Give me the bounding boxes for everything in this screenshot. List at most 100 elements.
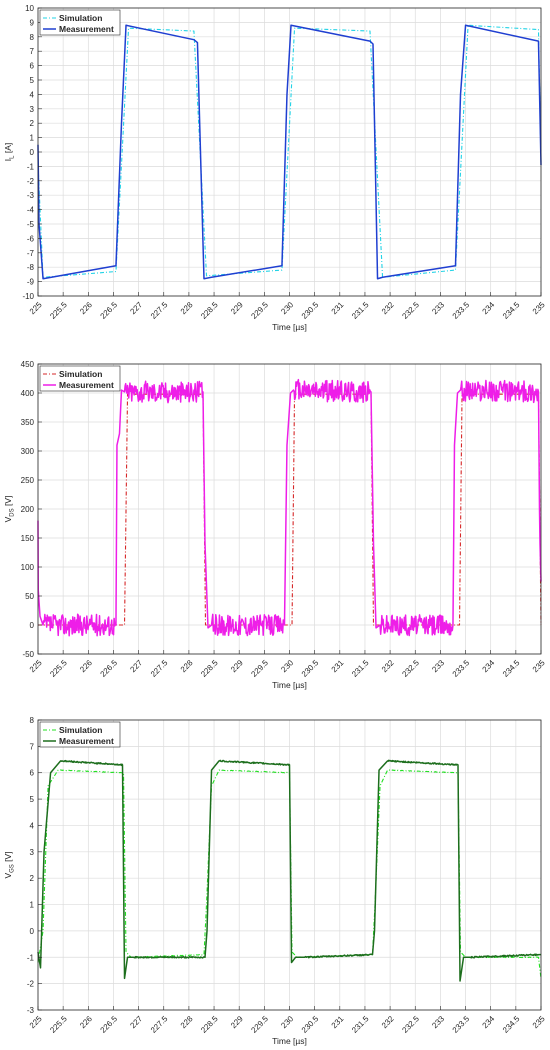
x-tick-label: 231 xyxy=(330,1014,346,1030)
y-tick-label: 8 xyxy=(30,33,35,42)
x-tick-label: 230 xyxy=(279,658,295,674)
y-tick-label: 150 xyxy=(21,534,35,543)
x-tick-label: 229 xyxy=(229,300,245,316)
y-tick-label: -8 xyxy=(27,263,35,272)
legend-label: Measurement xyxy=(59,24,114,34)
x-tick-label: 227.5 xyxy=(149,658,170,679)
y-tick-label: 350 xyxy=(21,418,35,427)
y-axis-label: IL [A] xyxy=(3,143,16,161)
x-tick-label: 229.5 xyxy=(249,658,270,679)
y-tick-label: 400 xyxy=(21,389,35,398)
y-tick-label: 250 xyxy=(21,476,35,485)
y-tick-label: -7 xyxy=(27,249,35,258)
y-tick-label: 5 xyxy=(30,795,35,804)
y-tick-label: 7 xyxy=(30,742,35,751)
legend-label: Simulation xyxy=(59,13,102,23)
y-tick-label: 9 xyxy=(30,18,35,27)
x-tick-label: 232 xyxy=(380,658,396,674)
y-tick-label: 0 xyxy=(30,148,35,157)
legend-label: Simulation xyxy=(59,369,102,379)
y-tick-label: 300 xyxy=(21,447,35,456)
y-tick-label: -6 xyxy=(27,234,35,243)
x-tick-label: 232 xyxy=(380,300,396,316)
y-tick-label: -2 xyxy=(27,177,35,186)
x-tick-label: 231 xyxy=(330,658,346,674)
x-tick-label: 235 xyxy=(531,1014,547,1030)
x-tick-label: 227 xyxy=(128,1014,144,1030)
x-axis-label: Time [µs] xyxy=(272,322,307,332)
x-tick-label: 226 xyxy=(78,658,94,674)
x-tick-label: 233.5 xyxy=(451,658,472,679)
x-tick-label: 233 xyxy=(430,658,446,674)
y-axis-label: VGS [V] xyxy=(3,851,16,878)
x-tick-label: 232.5 xyxy=(400,300,421,321)
x-tick-label: 227.5 xyxy=(149,300,170,321)
y-tick-label: -9 xyxy=(27,278,35,287)
legend-box xyxy=(39,365,121,392)
x-tick-label: 231 xyxy=(330,300,346,316)
y-tick-label: -3 xyxy=(27,1006,35,1015)
x-tick-label: 227.5 xyxy=(149,1014,170,1035)
x-tick-label: 229.5 xyxy=(249,300,270,321)
x-tick-label: 233 xyxy=(430,300,446,316)
x-tick-label: 234 xyxy=(481,1014,497,1030)
x-tick-label: 233.5 xyxy=(451,1014,472,1035)
y-tick-label: -1 xyxy=(27,162,35,171)
y-tick-label: 2 xyxy=(30,119,35,128)
x-tick-label: 228 xyxy=(179,300,195,316)
x-tick-label: 230 xyxy=(279,1014,295,1030)
x-tick-label: 226.5 xyxy=(99,1014,120,1035)
y-tick-label: 4 xyxy=(30,90,35,99)
y-tick-label: -3 xyxy=(27,191,35,200)
x-tick-label: 229 xyxy=(229,658,245,674)
x-tick-label: 234 xyxy=(481,658,497,674)
y-tick-label: 3 xyxy=(30,105,35,114)
y-tick-label: 1 xyxy=(30,134,35,143)
legend-box xyxy=(39,721,121,748)
legend-box xyxy=(39,9,121,36)
x-tick-label: 235 xyxy=(531,658,547,674)
x-tick-label: 229.5 xyxy=(249,1014,270,1035)
y-tick-label: 8 xyxy=(30,716,35,725)
x-tick-label: 226 xyxy=(78,300,94,316)
y-tick-label: 50 xyxy=(25,592,34,601)
y-tick-label: -2 xyxy=(27,980,35,989)
x-tick-label: 227 xyxy=(128,658,144,674)
legend-label: Simulation xyxy=(59,725,102,735)
y-tick-label: 7 xyxy=(30,47,35,56)
x-axis-label: Time [µs] xyxy=(272,680,307,690)
y-tick-label: 3 xyxy=(30,848,35,857)
y-tick-label: -4 xyxy=(27,206,35,215)
x-tick-label: 232.5 xyxy=(400,658,421,679)
y-tick-label: -50 xyxy=(22,650,34,659)
legend-label: Measurement xyxy=(59,380,114,390)
x-tick-label: 234.5 xyxy=(501,1014,522,1035)
x-tick-label: 234.5 xyxy=(501,658,522,679)
x-tick-label: 232 xyxy=(380,1014,396,1030)
x-tick-label: 231.5 xyxy=(350,658,371,679)
series-measurement xyxy=(37,759,541,982)
y-tick-label: 6 xyxy=(30,62,35,71)
y-tick-label: 200 xyxy=(21,505,35,514)
y-tick-label: 450 xyxy=(21,360,35,369)
x-tick-label: 233 xyxy=(430,1014,446,1030)
x-tick-label: 235 xyxy=(531,300,547,316)
y-tick-label: 2 xyxy=(30,874,35,883)
y-tick-label: -1 xyxy=(27,953,35,962)
x-tick-label: 226 xyxy=(78,1014,94,1030)
x-tick-label: 226.5 xyxy=(99,658,120,679)
x-tick-label: 229 xyxy=(229,1014,245,1030)
x-tick-label: 231.5 xyxy=(350,300,371,321)
x-tick-label: 234.5 xyxy=(501,300,522,321)
x-tick-label: 228 xyxy=(179,658,195,674)
x-tick-label: 227 xyxy=(128,300,144,316)
series-simulation xyxy=(38,393,542,626)
x-tick-label: 225.5 xyxy=(48,1014,69,1035)
x-tick-label: 225 xyxy=(28,1014,44,1030)
y-tick-label: 1 xyxy=(30,901,35,910)
legend-label: Measurement xyxy=(59,736,114,746)
y-tick-label: 100 xyxy=(21,563,35,572)
